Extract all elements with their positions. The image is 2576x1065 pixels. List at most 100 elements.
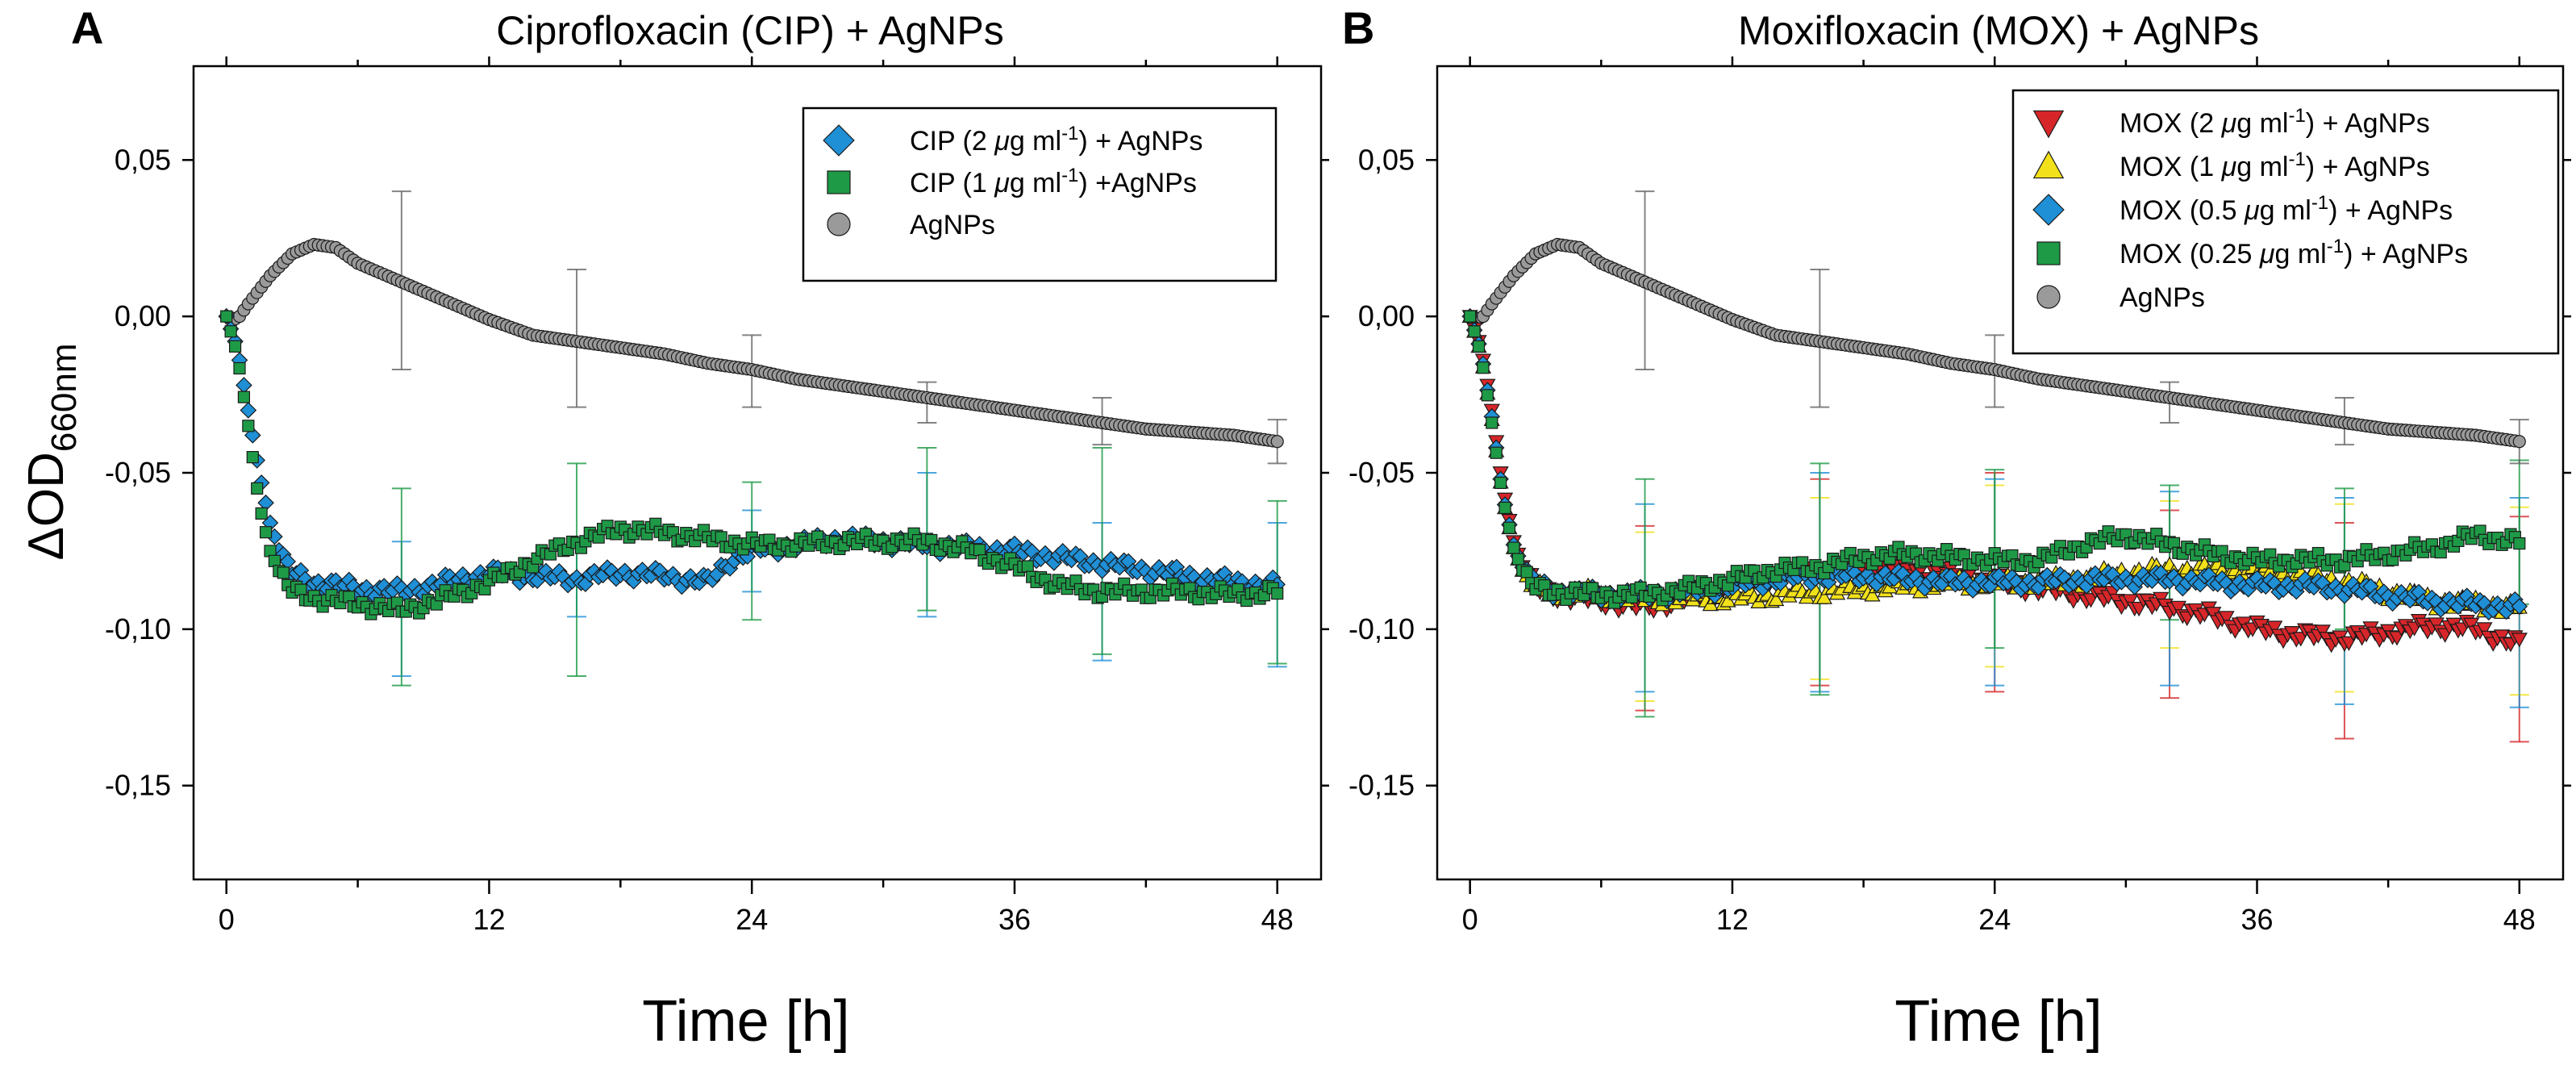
y-axis-label-sub: 660nm [44,344,84,453]
data-point [2511,598,2528,615]
legend-label-part: AgNPs [910,210,995,240]
legend-label-part: ) + AgNPs [1078,126,1203,157]
data-point [1271,587,1284,600]
data-point [2340,636,2357,651]
panel-title: Moxifloxacin (MOX) + AgNPs [1738,8,2259,53]
data-point [236,377,252,394]
x-tick-label: 48 [2503,903,2536,936]
x-tick-label: 12 [473,903,505,936]
legend-entry: AgNPs [2036,282,2205,313]
legend-label-part: ) + AgNPs [2328,195,2453,226]
panel-letter: B [1342,2,1374,53]
data-point [1490,446,1503,459]
x-axis-title: Time [h] [642,989,849,1054]
x-axis-title: Time [h] [1894,989,2102,1054]
legend-marker [2036,241,2061,265]
data-point [228,340,242,353]
legend-label-part: -1 [1061,123,1078,144]
data-point [1270,435,1284,449]
data-point [1815,589,1832,604]
y-tick-label: -0,10 [1348,612,1415,645]
legend-entry: MOX (1 μg ml-1) + AgNPs [2032,148,2430,182]
data-point [1520,566,1533,578]
legend-label-part: μ [994,168,1010,198]
data-point [1477,361,1490,374]
y-tick-label: -0,10 [105,612,171,645]
legend-label-part: -1 [2327,236,2344,257]
data-point [1768,591,1785,607]
legend-label-part: μ [994,126,1010,157]
legend-label-part: μ [2221,108,2237,139]
data-point [277,566,290,579]
x-tick-label: 12 [1716,903,1749,936]
data-point [1481,389,1494,402]
legend-marker [2032,150,2065,179]
data-point [255,507,268,520]
y-tick-label: -0,05 [1348,456,1415,489]
data-point [1494,476,1507,490]
data-point [237,390,251,403]
legend-marker [827,170,851,194]
data-point [1472,340,1486,353]
y-axis-label: ΔOD660nm [19,344,84,561]
panel-title: Ciprofloxacin (CIP) + AgNPs [496,8,1003,53]
legend-box [2011,89,2560,355]
legend-label-part: -1 [2311,192,2328,214]
data-point [2122,594,2139,609]
y-axis-label-main: ΔOD [19,452,74,560]
legend-label-part: CIP (2 [910,126,994,157]
error-bar [1092,446,1112,655]
data-point [220,310,233,323]
y-tick-label: 0,05 [1358,143,1415,176]
x-tick-label: 36 [2240,903,2273,936]
legend-entry: AgNPs [827,210,995,240]
error-bars [391,190,1287,687]
legend-label-part: -1 [2288,148,2305,170]
legend-marker [827,212,851,236]
legend-label: MOX (0.5 μg ml-1) + AgNPs [2120,192,2453,227]
legend-label-part: ) + AgNPs [2344,239,2468,269]
data-point [2512,435,2526,449]
data-point [1486,416,1498,429]
legend-entry: CIP (2 μg ml-1) + AgNPs [823,123,1203,157]
axis-ticks: 0 12 24 36 48 0,05 0,00 -0,05 -0,10 -0,15 [1348,56,2571,936]
legend-box [802,106,1278,282]
axis-ticks: 0 12 24 36 48 0,05 0,00 -0,05 -0,10 -0,15 [105,56,1329,936]
data-point [1464,310,1477,323]
legend-entry: MOX (0.5 μg ml-1) + AgNPs [2032,192,2453,227]
data-point [1468,325,1481,338]
legend-label-part: ) + AgNPs [2306,152,2430,182]
legend-label-part: MOX (0.25 [2120,239,2260,269]
legend-marker [2036,285,2061,309]
legend-label: CIP (2 μg ml-1) + AgNPs [910,123,1203,157]
legend-label-part: -1 [1061,165,1078,186]
legend-label: MOX (2 μg ml-1) + AgNPs [2120,105,2430,140]
legend-label-part: g ml [2274,239,2326,269]
legend-label-part: CIP (1 [910,168,994,198]
data-point [1498,501,1511,515]
data-point [2170,600,2187,616]
data-point [2493,629,2511,645]
y-tick-label: -0,15 [105,769,171,802]
data-point [233,361,246,375]
y-tick-label: 0,00 [115,299,171,332]
data-point [973,544,986,557]
legend-label-part: g ml [2236,152,2288,182]
y-tick-label: 0,00 [1358,299,1415,332]
data-point [2218,611,2235,626]
legend: MOX (2 μg ml-1) + AgNPs MOX (1 μg ml-1) +… [2011,89,2560,355]
panel-a: A Ciprofloxacin (CIP) + AgNPs 0 12 24 36 480… [71,2,1329,1054]
data-point [294,583,307,596]
legend-label-part: g ml [1010,126,1061,157]
data-point [2513,537,2526,550]
legend-label-part: g ml [1010,168,1061,198]
y-tick-label: -0,15 [1348,769,1415,802]
data-point [1021,560,1034,573]
x-tick-label: 48 [1261,903,1294,936]
data-points [1461,237,2528,654]
panel-b: B Moxifloxacin (MOX) + AgNPs 0 12 24 36 48 0,… [1342,2,2571,1054]
data-point [1511,553,1524,566]
legend-label: CIP (1 μg ml-1) +AgNPs [910,165,1197,199]
